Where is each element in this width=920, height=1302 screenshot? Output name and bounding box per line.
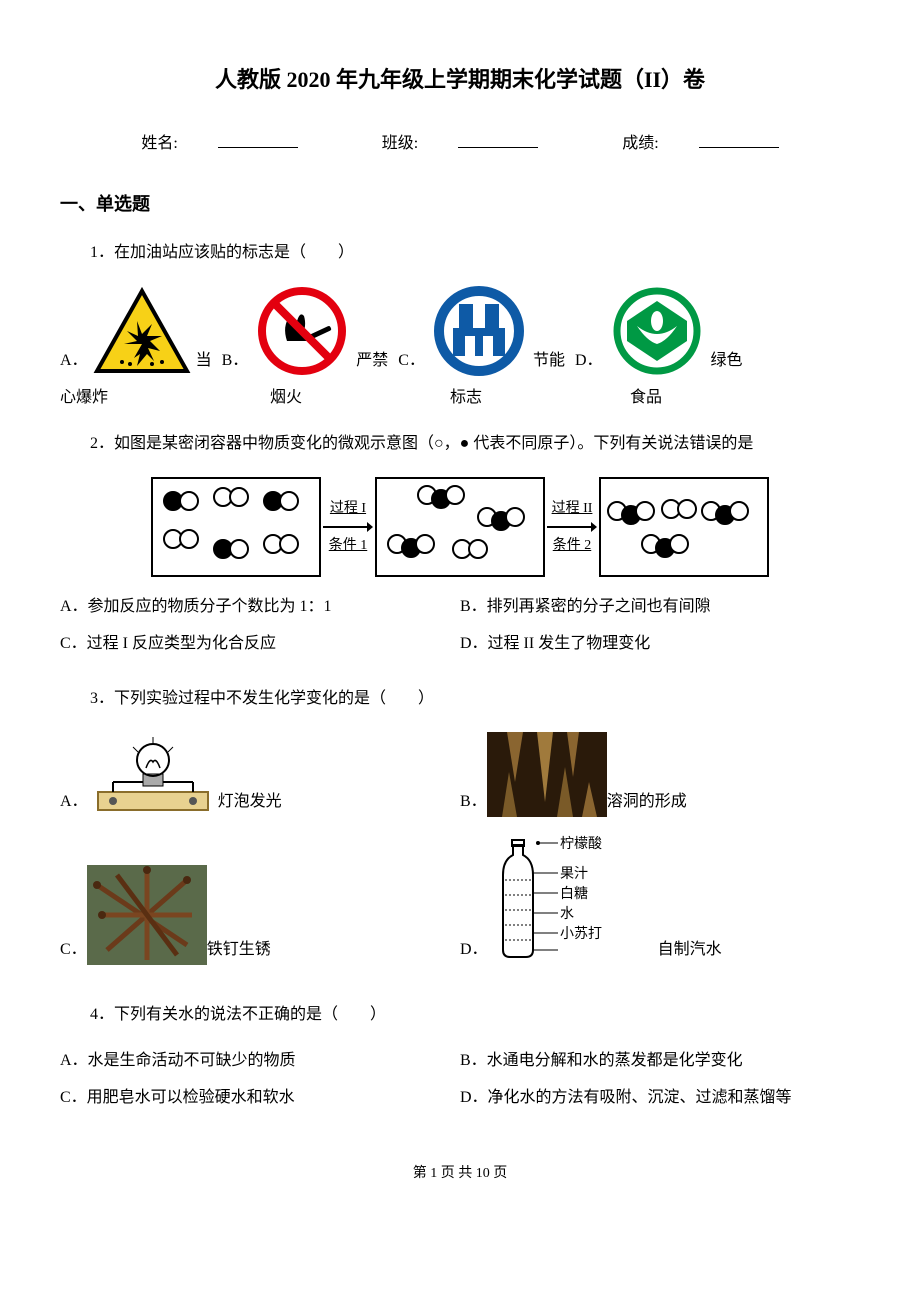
question-2-options: A．参加反应的物质分子个数比为 1：1 B．排列再紧密的分子之间也有间隙 C．过…	[60, 593, 860, 667]
green-food-icon	[607, 286, 707, 376]
rusty-nails-icon	[87, 865, 207, 965]
class-label: 班级:	[362, 135, 558, 152]
question-4-options: A．水是生命活动不可缺少的物质 B．水通电分解和水的蒸发都是化学变化 C．用肥皂…	[60, 1047, 860, 1121]
q3-opt-d-letter: D．	[460, 936, 488, 965]
opt-d-suffix: 绿色	[711, 347, 743, 376]
opt-b-text2: 烟火	[270, 384, 450, 413]
box-1	[151, 477, 321, 577]
opt-d-letter: D．	[575, 347, 603, 376]
score-label: 成绩:	[602, 135, 798, 152]
q4-opt-c: C．用肥皂水可以检验硬水和软水	[60, 1084, 460, 1113]
q2-opt-b: B．排列再紧密的分子之间也有间隙	[460, 593, 860, 622]
q3-opt-b-text: 溶洞的形成	[607, 788, 687, 817]
question-2-text: 2．如图是某密闭容器中物质变化的微观示意图（○，● 代表不同原子）。下列有关说法…	[90, 430, 860, 459]
q4-opt-b: B．水通电分解和水的蒸发都是化学变化	[460, 1047, 860, 1076]
page-footer: 第 1 页 共 10 页	[60, 1161, 860, 1186]
arrow-1: 过程 I 条件 1	[323, 496, 373, 558]
q2-opt-a: A．参加反应的物质分子个数比为 1：1	[60, 593, 460, 622]
opt-b-suffix: 严禁	[356, 347, 388, 376]
opt-a-suffix: 当	[196, 347, 212, 376]
opt-c-text2: 标志	[450, 384, 630, 413]
info-line: 姓名: 班级: 成绩:	[60, 130, 860, 159]
q3-opt-c-text: 铁钉生锈	[207, 936, 271, 965]
q3-opt-c-letter: C．	[60, 936, 87, 965]
box-3	[599, 477, 769, 577]
question-1-text: 1．在加油站应该贴的标志是（ ）	[90, 239, 860, 268]
question-2-diagram: 过程 I 条件 1 过程 II 条件 2	[60, 477, 860, 577]
question-1-options: A． 当 B． 严禁 C．	[60, 286, 860, 376]
box-2	[375, 477, 545, 577]
q3-opt-d-text: 自制汽水	[658, 936, 722, 965]
q2-opt-d: D．过程 II 发生了物理变化	[460, 630, 860, 659]
svg-text:果汁: 果汁	[560, 866, 588, 882]
question-1-text2: 心爆炸 烟火 标志 食品	[60, 384, 860, 413]
bottle-diagram-icon: 柠檬酸 果汁 白糖 水 小苏打	[488, 835, 658, 965]
opt-d-text2: 食品	[630, 384, 662, 413]
opt-c-suffix: 节能	[533, 347, 565, 376]
cave-icon	[487, 732, 607, 817]
opt-a-letter: A．	[60, 347, 88, 376]
q2-opt-c: C．过程 I 反应类型为化合反应	[60, 630, 460, 659]
explosion-sign-icon	[92, 286, 192, 376]
q4-opt-d: D．净化水的方法有吸附、沉淀、过滤和蒸馏等	[460, 1084, 860, 1113]
svg-text:水: 水	[560, 906, 574, 922]
svg-text:柠檬酸: 柠檬酸	[560, 836, 602, 852]
section-heading: 一、单选题	[60, 188, 860, 220]
q3-opt-a-letter: A．	[60, 788, 88, 817]
q4-opt-a: A．水是生命活动不可缺少的物质	[60, 1047, 460, 1076]
opt-c-letter: C．	[398, 347, 425, 376]
energy-saving-icon	[429, 286, 529, 376]
q3-opt-a-text: 灯泡发光	[218, 788, 282, 817]
opt-b-letter: B．	[222, 347, 249, 376]
page-title: 人教版 2020 年九年级上学期期末化学试题（II）卷	[60, 60, 860, 100]
question-3-options: A． 灯泡发光 B．	[60, 732, 860, 983]
arrow-2: 过程 II 条件 2	[547, 496, 597, 558]
q3-opt-b-letter: B．	[460, 788, 487, 817]
opt-a-text2: 心爆炸	[60, 384, 270, 413]
svg-text:小苏打: 小苏打	[560, 925, 602, 942]
svg-text:白糖: 白糖	[560, 886, 588, 902]
lightbulb-icon	[88, 732, 218, 817]
name-label: 姓名:	[121, 135, 317, 152]
no-fire-icon	[252, 286, 352, 376]
question-4-text: 4．下列有关水的说法不正确的是（ ）	[90, 1001, 860, 1030]
question-3-text: 3．下列实验过程中不发生化学变化的是（ ）	[90, 685, 860, 714]
